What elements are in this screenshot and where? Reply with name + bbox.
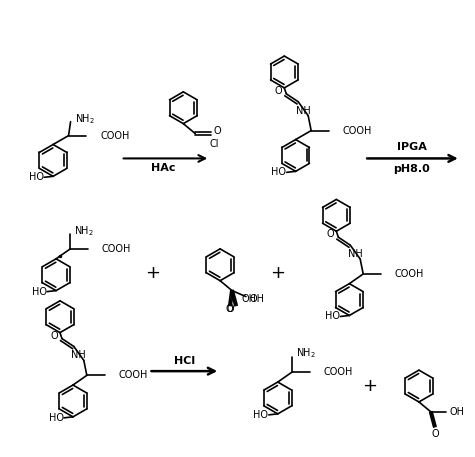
Text: HO: HO bbox=[325, 312, 340, 321]
Text: NH: NH bbox=[71, 351, 86, 361]
Text: NH$_2$: NH$_2$ bbox=[295, 346, 315, 361]
Text: Cl: Cl bbox=[209, 138, 219, 149]
Text: OH: OH bbox=[450, 407, 465, 417]
Text: O: O bbox=[226, 303, 234, 314]
Text: NH: NH bbox=[348, 249, 362, 259]
Text: OH: OH bbox=[250, 293, 265, 303]
Text: O: O bbox=[50, 330, 58, 340]
Text: HO: HO bbox=[28, 172, 44, 182]
Text: +: + bbox=[270, 264, 285, 282]
Text: HCl: HCl bbox=[174, 356, 195, 366]
Text: O: O bbox=[213, 126, 221, 136]
Text: NH: NH bbox=[296, 106, 311, 116]
Text: OH: OH bbox=[242, 293, 257, 303]
Text: O: O bbox=[275, 86, 282, 96]
Text: NH$_2$: NH$_2$ bbox=[75, 112, 95, 126]
Text: NH$_2$: NH$_2$ bbox=[74, 224, 94, 238]
Text: O: O bbox=[327, 229, 334, 239]
Text: HO: HO bbox=[271, 167, 286, 177]
Text: COOH: COOH bbox=[395, 269, 424, 279]
Text: COOH: COOH bbox=[100, 131, 130, 141]
Text: COOH: COOH bbox=[102, 244, 131, 254]
Text: IPGA: IPGA bbox=[397, 143, 427, 153]
Text: HO: HO bbox=[48, 413, 64, 423]
Text: COOH: COOH bbox=[343, 126, 372, 136]
Text: COOH: COOH bbox=[119, 370, 148, 380]
Text: COOH: COOH bbox=[323, 367, 353, 377]
Text: HAc: HAc bbox=[151, 163, 176, 173]
Text: O: O bbox=[431, 429, 438, 439]
Text: HO: HO bbox=[32, 287, 47, 297]
Text: +: + bbox=[145, 264, 160, 282]
Text: pH8.0: pH8.0 bbox=[394, 165, 430, 175]
Text: O: O bbox=[225, 303, 233, 314]
Text: +: + bbox=[362, 377, 377, 395]
Text: HO: HO bbox=[253, 410, 268, 420]
